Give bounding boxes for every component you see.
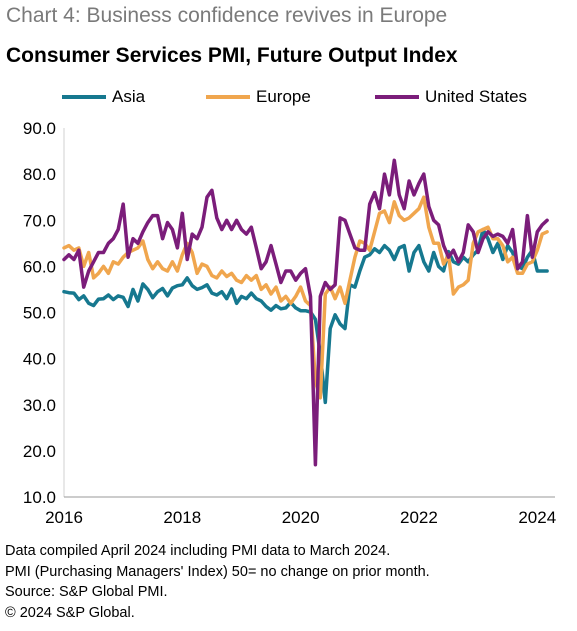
y-tick-label: 10.0 bbox=[23, 488, 56, 507]
legend-label-europe: Europe bbox=[256, 87, 311, 106]
legend-label-united-states: United States bbox=[425, 87, 528, 106]
y-tick-label: 70.0 bbox=[23, 211, 56, 230]
series-line-europe bbox=[62, 195, 549, 400]
footnote-compiled: Data compiled April 2024 including PMI d… bbox=[5, 543, 391, 559]
footnote-pmi-definition: PMI (Purchasing Managers' Index) 50= no … bbox=[5, 563, 430, 580]
x-tick-label: 2020 bbox=[282, 508, 320, 527]
footnote-copyright: © 2024 S&P Global. bbox=[5, 604, 135, 621]
legend-swatch-asia bbox=[62, 95, 106, 99]
footnotes: Data compiled April 2024 including PMI d… bbox=[5, 541, 430, 623]
y-tick-label: 40.0 bbox=[23, 350, 56, 369]
y-tick-label: 20.0 bbox=[23, 442, 56, 461]
legend-swatch-united-states bbox=[375, 95, 419, 99]
series-line-united-states bbox=[62, 158, 549, 467]
legend-label-asia: Asia bbox=[112, 87, 146, 106]
legend-item-united-states: United States bbox=[375, 86, 527, 108]
series-line-asia bbox=[62, 227, 549, 405]
legend-item-europe: Europe bbox=[206, 86, 311, 108]
y-tick-label: 60.0 bbox=[23, 257, 56, 276]
chart-title: Consumer Services PMI, Future Output Ind… bbox=[6, 44, 458, 67]
legend: Asia Europe United States bbox=[0, 86, 577, 108]
y-tick-label: 80.0 bbox=[23, 165, 56, 184]
legend-item-asia: Asia bbox=[62, 86, 145, 108]
x-tick-label: 2022 bbox=[400, 508, 438, 527]
x-tick-label: 2016 bbox=[45, 508, 83, 527]
legend-swatch-europe bbox=[206, 95, 250, 99]
y-tick-label: 30.0 bbox=[23, 396, 56, 415]
y-tick-label: 50.0 bbox=[23, 304, 56, 323]
chart-supertitle: Chart 4: Business confidence revives in … bbox=[6, 4, 448, 27]
footnote-source: Source: S&P Global PMI. bbox=[5, 584, 168, 600]
x-tick-label: 2024 bbox=[518, 508, 556, 527]
y-tick-label: 90.0 bbox=[23, 119, 56, 138]
line-chart: 90.0 80.0 70.0 60.0 50.0 40.0 30.0 20.0 10.02016… bbox=[23, 119, 556, 527]
x-tick-label: 2018 bbox=[163, 508, 201, 527]
